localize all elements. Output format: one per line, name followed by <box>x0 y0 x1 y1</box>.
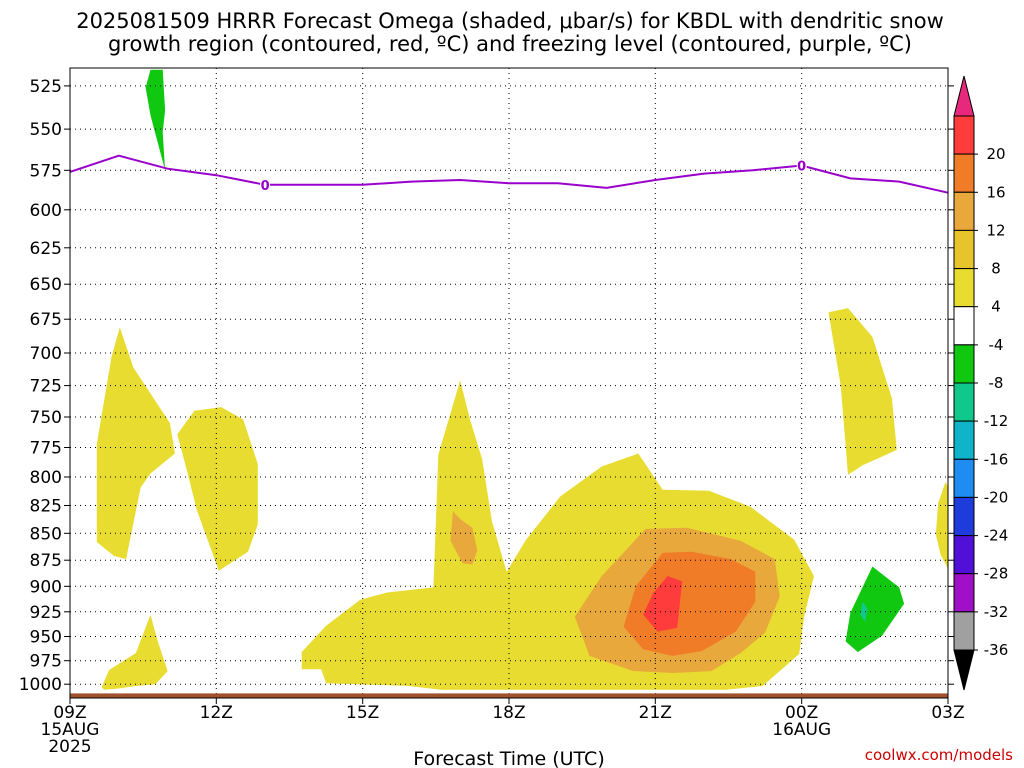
y-tick-label-825: 825 <box>30 497 62 517</box>
omega-shading <box>96 69 948 690</box>
x-tick-year-09Z: 2025 <box>48 737 91 757</box>
omega-region-7 <box>643 576 683 632</box>
x-tick-label-03Z: 03Z <box>931 703 964 723</box>
colorbar-label-5: -4 <box>989 336 1004 354</box>
y-tick-label-525: 525 <box>30 77 62 97</box>
freezing-level-line <box>69 154 949 194</box>
colorbar-box-12 <box>953 573 975 613</box>
y-axis-pressure: 525 550 575 600 625 650 675 700 725 750 775 800 825 8… <box>19 77 954 695</box>
colorbar-box-1 <box>953 153 975 193</box>
y-tick-label-975: 975 <box>30 652 62 672</box>
y-tick-label-600: 600 <box>30 201 62 221</box>
x-tick-date-09Z: 15AUG <box>41 720 100 740</box>
omega-colorbar: 20 16 12 8 4 -4 -8 -12 -16 -20 -24 -28 -32 -36 <box>953 75 1009 691</box>
colorbar-box-9 <box>953 458 975 498</box>
colorbar-box-2 <box>953 191 975 231</box>
y-tick-label-925: 925 <box>30 603 62 623</box>
colorbar-label-11: -28 <box>984 565 1009 583</box>
colorbar-label-3: 8 <box>991 260 1001 278</box>
y-tick-label-800: 800 <box>30 468 62 488</box>
colorbar-label-0: 20 <box>986 145 1005 163</box>
x-tick-date-00Z: 16AUG <box>772 720 831 740</box>
y-tick-label-900: 900 <box>30 577 62 597</box>
colorbar-label-9: -20 <box>984 488 1009 506</box>
chart-title-line2: growth region (contoured, red, ºC) and f… <box>108 32 912 56</box>
colorbar-box-0 <box>953 115 975 155</box>
omega-region-12 <box>145 69 166 171</box>
y-tick-label-875: 875 <box>30 551 62 571</box>
colorbar-label-12: -32 <box>984 603 1009 621</box>
y-tick-label-625: 625 <box>30 239 62 259</box>
colorbar-bottom-triangle <box>953 649 975 691</box>
x-tick-label-12Z: 12Z <box>200 703 233 723</box>
y-tick-label-575: 575 <box>30 161 62 181</box>
omega-region-11 <box>860 601 868 622</box>
freezing-level-label-bg-1 <box>796 158 807 173</box>
freezing-level-label-1: 0 <box>797 160 806 175</box>
colorbar-box-4 <box>953 268 975 308</box>
y-tick-label-700: 700 <box>30 344 62 364</box>
x-tick-label-15Z: 15Z <box>346 703 379 723</box>
freezing-level-label-bg-0 <box>260 177 271 192</box>
omega-region-4 <box>450 511 478 565</box>
colorbar-label-13: -36 <box>984 641 1009 659</box>
omega-region-10 <box>845 566 905 653</box>
grid-lines <box>70 68 948 698</box>
colorbar-box-10 <box>953 496 975 536</box>
colorbar-label-2: 12 <box>986 221 1005 239</box>
colorbar-box-5 <box>953 306 975 346</box>
colorbar-label-10: -24 <box>984 527 1009 545</box>
x-tick-label-09Z: 09Z <box>53 703 86 723</box>
y-tick-label-850: 850 <box>30 524 62 544</box>
colorbar-box-3 <box>953 229 975 269</box>
x-tick-label-00Z: 00Z <box>785 703 818 723</box>
colorbar-label-1: 16 <box>986 183 1005 201</box>
freezing-level-label-0: 0 <box>261 179 270 194</box>
omega-region-8 <box>828 308 897 475</box>
colorbar-box-6 <box>953 344 975 384</box>
y-tick-label-725: 725 <box>30 377 62 397</box>
colorbar-label-8: -16 <box>984 450 1009 468</box>
colorbar-box-11 <box>953 535 975 575</box>
x-tick-label-18Z: 18Z <box>492 703 525 723</box>
colorbar-label-6: -8 <box>989 374 1004 392</box>
colorbar-box-7 <box>953 382 975 422</box>
y-tick-label-750: 750 <box>30 408 62 428</box>
credit-text: coolwx.com/models <box>865 746 1013 764</box>
y-tick-label-550: 550 <box>30 120 62 140</box>
chart-title-line1: 2025081509 HRRR Forecast Omega (shaded, … <box>76 9 944 33</box>
ground-fill <box>70 693 948 698</box>
colorbar-box-8 <box>953 420 975 460</box>
ground-strip <box>70 693 948 698</box>
y-tick-label-1000: 1000 <box>19 675 62 695</box>
omega-region-1 <box>177 407 258 571</box>
omega-region-0 <box>96 327 175 560</box>
omega-region-9 <box>935 481 948 569</box>
y-tick-label-675: 675 <box>30 310 62 330</box>
colorbar-top-triangle <box>953 75 975 117</box>
y-tick-label-650: 650 <box>30 275 62 295</box>
colorbar-label-7: -12 <box>984 412 1009 430</box>
omega-region-2 <box>101 614 168 690</box>
x-axis-label: Forecast Time (UTC) <box>413 748 604 768</box>
colorbar-label-4: 4 <box>991 298 1001 316</box>
freezing-level-contour: 00 <box>69 154 949 194</box>
colorbar-box-13 <box>953 611 975 651</box>
y-tick-label-775: 775 <box>30 439 62 459</box>
y-tick-label-950: 950 <box>30 628 62 648</box>
x-tick-label-21Z: 21Z <box>639 703 672 723</box>
